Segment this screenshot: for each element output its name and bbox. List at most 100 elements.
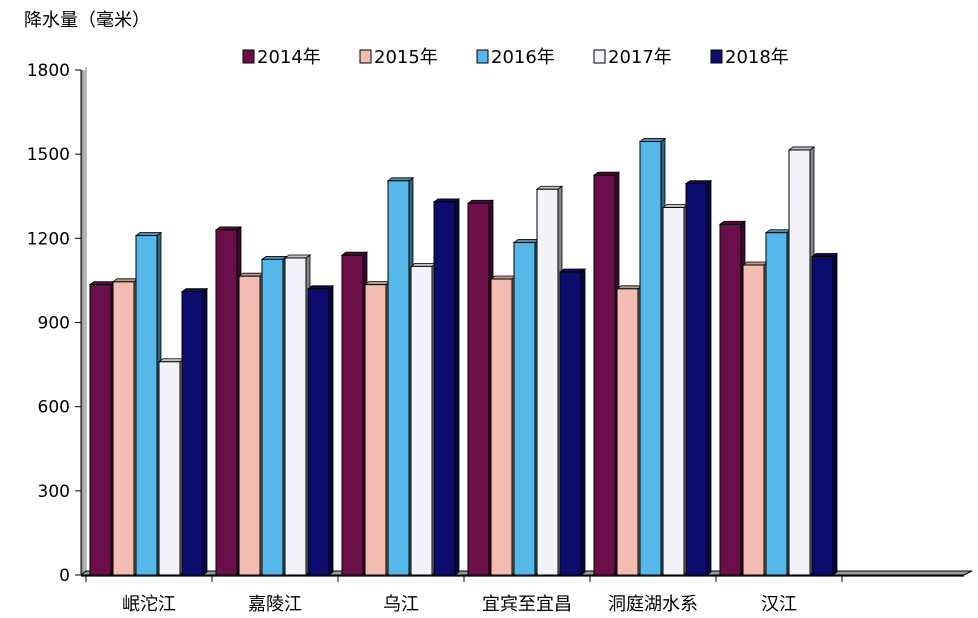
bar: [787, 146, 816, 576]
bar: [432, 198, 461, 576]
y-tick-label: 600: [38, 398, 70, 418]
bar-side: [706, 179, 712, 576]
x-tick-label: 汉江: [761, 594, 797, 615]
bar: [214, 226, 243, 576]
x-tick-label: 岷沱江: [122, 594, 176, 615]
legend: 2014年 2015年 2016年 2017年 2018年: [242, 47, 789, 68]
bar-front: [433, 201, 456, 576]
bar-front: [410, 265, 433, 576]
bar: [558, 268, 587, 576]
bar-front: [387, 180, 410, 576]
y-tick-label: 300: [38, 482, 70, 502]
bar-front: [215, 229, 238, 576]
y-tick-label: 1200: [27, 229, 70, 249]
bar: [592, 171, 621, 576]
bar-front: [89, 284, 112, 576]
legend-swatch: [359, 49, 372, 64]
bar-front: [513, 242, 536, 576]
bar-side: [832, 252, 838, 576]
plot-area: 0 300 600 900 1200 1500 1800 岷沱江 嘉陵江 乌江 宜宾至宜昌 洞庭湖水系…: [27, 61, 973, 615]
bar: [363, 280, 392, 576]
bar: [512, 238, 541, 576]
bar-front: [765, 232, 788, 576]
bar-front: [341, 254, 364, 576]
y-axis-wall: [81, 70, 86, 575]
legend-item: 2014年: [242, 47, 321, 68]
bar-front: [639, 141, 662, 576]
legend-swatch: [593, 49, 606, 64]
bar: [615, 285, 644, 576]
bar: [134, 231, 163, 576]
legend-item: 2016年: [476, 47, 555, 68]
y-tick-label: 1500: [27, 145, 70, 165]
x-tick-label: 宜宾至宜昌: [482, 594, 572, 615]
y-tick-label: 1800: [27, 61, 70, 81]
bar: [810, 252, 839, 576]
x-tick-label: 乌江: [383, 594, 419, 615]
bar-front: [742, 264, 765, 576]
legend-swatch: [710, 49, 723, 64]
x-tick-label: 嘉陵江: [248, 594, 302, 615]
bar-front: [593, 174, 616, 576]
bar-front: [719, 223, 742, 576]
bar-front: [238, 275, 261, 576]
bar: [684, 179, 713, 576]
bar-side: [580, 268, 586, 576]
legend-swatch: [242, 49, 255, 64]
bar-front: [181, 291, 204, 576]
bar: [340, 251, 369, 576]
bar: [764, 228, 793, 576]
x-tick-label: 洞庭湖水系: [608, 594, 698, 615]
bar-front: [112, 281, 135, 576]
legend-item: 2017年: [593, 47, 672, 68]
legend-label: 2016年: [491, 47, 555, 68]
bar: [306, 285, 335, 576]
bar-front: [467, 202, 490, 576]
bar: [111, 278, 140, 576]
y-tick-label: 900: [38, 314, 70, 334]
bar-front: [364, 284, 387, 576]
legend-label: 2018年: [725, 47, 789, 68]
bar: [718, 220, 747, 576]
bar-front: [662, 206, 685, 576]
bar-front: [307, 288, 330, 576]
bar-front: [788, 149, 811, 576]
bar: [489, 275, 518, 576]
bar: [466, 199, 495, 576]
bar: [237, 272, 266, 576]
bar: [661, 203, 690, 576]
bar: [180, 287, 209, 576]
bar: [741, 261, 770, 576]
bar-front: [536, 188, 559, 576]
bar-side: [454, 198, 460, 576]
y-axis-label: 降水量（毫米）: [24, 10, 150, 31]
y-tick-label: 0: [59, 566, 70, 586]
bar: [386, 177, 415, 576]
bar-front: [811, 256, 834, 576]
bar-front: [685, 183, 708, 576]
bar-front: [284, 257, 307, 576]
bar: [638, 137, 667, 576]
bar: [535, 185, 564, 576]
bar: [283, 254, 312, 576]
bar: [409, 262, 438, 576]
bar: [88, 280, 117, 576]
bar: [260, 255, 289, 576]
bar-front: [490, 278, 513, 576]
bar-front: [559, 271, 582, 576]
legend-item: 2015年: [359, 47, 438, 68]
bar-front: [158, 361, 181, 576]
bar-front: [261, 258, 284, 576]
legend-swatch: [476, 49, 489, 64]
legend-item: 2018年: [710, 47, 789, 68]
bar-side: [328, 285, 334, 576]
legend-label: 2014年: [257, 47, 321, 68]
bar-front: [616, 288, 639, 576]
legend-label: 2015年: [374, 47, 438, 68]
bar-front: [135, 235, 158, 576]
legend-label: 2017年: [608, 47, 672, 68]
bar-side: [202, 287, 208, 576]
bar: [157, 357, 186, 576]
